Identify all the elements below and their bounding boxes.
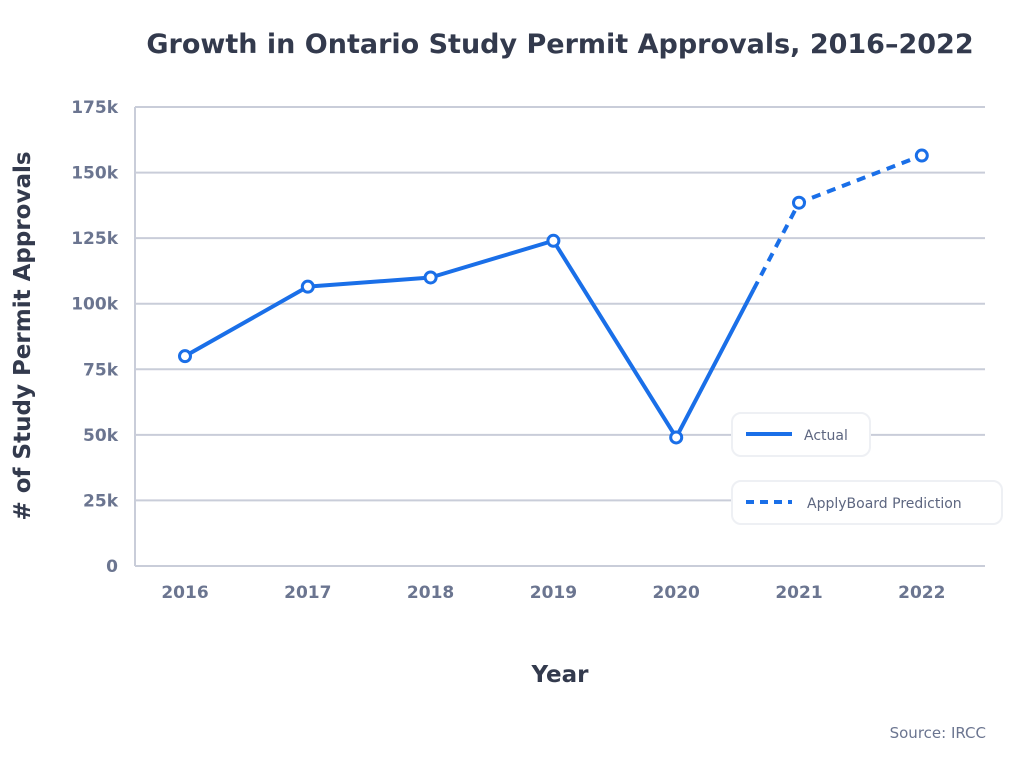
legend-label-prediction: ApplyBoard Prediction xyxy=(807,496,962,512)
data-point xyxy=(792,195,806,210)
legend-actual: Actual xyxy=(731,412,871,457)
prediction-series-line xyxy=(751,153,923,291)
legend-label-actual: Actual xyxy=(804,428,848,444)
x-tick-label: 2018 xyxy=(407,583,454,603)
x-tick-label: 2022 xyxy=(898,583,945,603)
x-tick-label: 2017 xyxy=(284,583,331,603)
data-point xyxy=(546,233,561,248)
actual-series-line xyxy=(184,238,756,440)
x-tick-label: 2019 xyxy=(530,583,577,603)
data-point xyxy=(914,148,929,163)
data-point xyxy=(300,279,315,294)
y-tick-label: 150k xyxy=(71,164,118,184)
x-tick-label: 2016 xyxy=(161,583,208,603)
x-tick-label: 2021 xyxy=(775,583,822,603)
y-tick-label: 100k xyxy=(71,295,118,315)
y-tick-label: 75k xyxy=(83,360,119,380)
legend-prediction: ApplyBoard Prediction xyxy=(731,480,1003,525)
x-tick-label: 2020 xyxy=(653,583,700,603)
data-point xyxy=(669,430,684,445)
source-note: Source: IRCC xyxy=(890,724,986,742)
data-point xyxy=(423,270,438,285)
chart-title: Growth in Ontario Study Permit Approvals… xyxy=(146,29,973,60)
y-tick-label: 25k xyxy=(83,491,119,511)
y-tick-label: 175k xyxy=(71,98,118,118)
y-tick-label: 50k xyxy=(83,426,119,446)
x-axis-label: Year xyxy=(530,662,589,688)
y-tick-label: 0 xyxy=(106,557,118,577)
y-tick-label: 125k xyxy=(71,229,118,249)
y-axis-label: # of Study Permit Approvals xyxy=(10,151,36,520)
data-point xyxy=(178,349,192,364)
